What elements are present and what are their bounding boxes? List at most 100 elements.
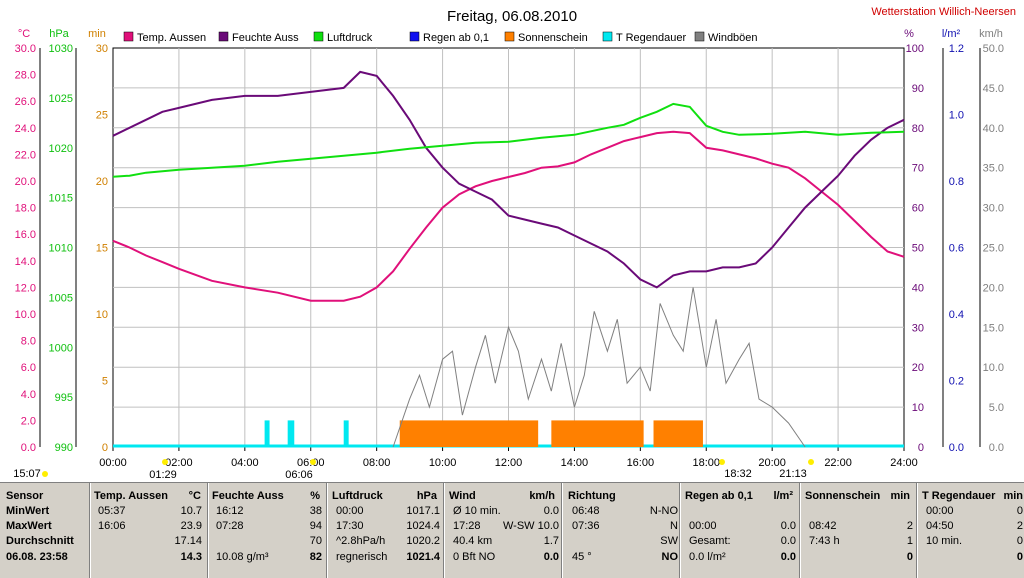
temp-series-line xyxy=(112,130,905,302)
sun-marker-icon xyxy=(42,471,48,477)
min-tick-label: 0 xyxy=(102,442,108,454)
table-cell: 0.0 xyxy=(543,505,559,517)
table-cell: 1024.4 xyxy=(406,520,440,532)
rain-tick-label: 0.4 xyxy=(949,309,964,321)
time-tick-label: 04:00 xyxy=(231,457,259,469)
temp-tick-label: 0.0 xyxy=(21,442,36,454)
table-cell: MinWert xyxy=(6,505,50,517)
wind-tick-label: 40.0 xyxy=(983,123,1004,135)
legend-swatch xyxy=(218,31,229,42)
temp-tick-label: 10.0 xyxy=(15,309,36,321)
rain-tick-label: 1.0 xyxy=(949,110,964,122)
min-tick-label: 10 xyxy=(96,309,108,321)
table-cell: min xyxy=(1003,490,1023,502)
hpa-tick-label: 1015 xyxy=(49,193,73,205)
table-cell: 45 ° xyxy=(572,551,592,563)
table-cell: regnerisch xyxy=(336,551,388,563)
humidity-series-line xyxy=(112,70,905,289)
table-cell: Durchschnitt xyxy=(6,535,74,547)
station-name: Wetterstation Willich-Neersen xyxy=(871,6,1016,18)
table-cell: 0.0 xyxy=(780,551,796,563)
table-cell: 07:36 xyxy=(572,520,600,532)
table-cell: Regen ab 0,1 xyxy=(685,490,753,502)
table-cell: 70 xyxy=(309,535,322,547)
table-cell: SW xyxy=(660,535,678,547)
legend-label: Temp. Aussen xyxy=(137,32,206,44)
rain-tick-label: 0.8 xyxy=(949,176,964,188)
time-tick-label: 16:00 xyxy=(627,457,655,469)
table-cell: Temp. Aussen xyxy=(94,490,168,502)
pct-tick-label: 60 xyxy=(912,203,924,215)
table-cell: 7:43 h xyxy=(809,535,840,547)
wind-tick-label: 35.0 xyxy=(983,163,1004,175)
table-cell: 08:42 xyxy=(809,520,837,532)
legend-swatch xyxy=(313,31,324,42)
table-cell: 38 xyxy=(309,505,322,517)
table-cell: 1 xyxy=(906,535,913,547)
temp-tick-label: 22.0 xyxy=(15,149,36,161)
hpa-tick-label: 1005 xyxy=(49,292,73,304)
unit-rain: l/m² xyxy=(942,28,961,40)
chart-title: Freitag, 06.08.2010 xyxy=(447,8,577,25)
legend-swatch xyxy=(123,31,134,42)
table-separator xyxy=(208,483,209,578)
sunshine-bar xyxy=(653,420,703,447)
table-cell: 16:06 xyxy=(98,520,126,532)
table-cell: Wind xyxy=(449,490,476,502)
temp-tick-label: 14.0 xyxy=(15,256,36,268)
table-cell: km/h xyxy=(529,490,555,502)
hpa-tick-label: 995 xyxy=(55,392,73,404)
time-tick-label: 14:00 xyxy=(561,457,589,469)
pressure-series-line xyxy=(112,102,905,178)
time-tick-label: 20:00 xyxy=(758,457,786,469)
table-cell: 40.4 km xyxy=(453,535,493,547)
table-cell: W-SW 10.0 xyxy=(502,520,559,532)
wind-tick-label: 50.0 xyxy=(983,43,1004,55)
table-cell: 0 xyxy=(1016,551,1023,563)
table-cell: l/m² xyxy=(773,490,793,502)
unit-temp: °C xyxy=(18,28,30,40)
temp-tick-label: 18.0 xyxy=(15,203,36,215)
table-cell: 00:00 xyxy=(689,520,717,532)
table-separator xyxy=(917,483,918,578)
min-tick-label: 20 xyxy=(96,176,108,188)
table-cell: min xyxy=(890,490,910,502)
rain-duration-bar xyxy=(343,420,349,447)
table-cell: 00:00 xyxy=(336,505,364,517)
sun-marker-icon xyxy=(808,459,814,465)
rain-tick-label: 0.2 xyxy=(949,376,964,388)
legend-label: Regen ab 0,1 xyxy=(423,32,489,44)
hpa-tick-label: 1030 xyxy=(49,43,73,55)
sunshine-bar xyxy=(551,420,644,447)
pct-tick-label: 10 xyxy=(912,402,924,414)
unit-hpa: hPa xyxy=(49,28,69,40)
rain-duration-bar xyxy=(264,420,270,447)
rain-tick-label: 0.0 xyxy=(949,442,964,454)
pct-tick-label: 40 xyxy=(912,282,924,294)
table-cell: Ø 10 min. xyxy=(453,505,501,517)
sun-mark-label: 21:13 xyxy=(779,468,807,480)
legend-label: Sonnenschein xyxy=(518,32,588,44)
table-cell: 1020.2 xyxy=(406,535,440,547)
unit-min: min xyxy=(88,28,106,40)
hpa-tick-label: 1020 xyxy=(49,143,73,155)
table-separator xyxy=(327,483,328,578)
time-tick-label: 10:00 xyxy=(429,457,457,469)
sun-marker-icon xyxy=(719,459,725,465)
statistics-table: Sensor Temp. Aussen °C Feuchte Auss% Luftdru… xyxy=(0,482,1024,578)
table-cell: 94 xyxy=(309,520,322,532)
chart-area: Freitag, 06.08.2010 Wetterstation Willich… xyxy=(13,6,1016,481)
table-cell: 05:37 xyxy=(98,505,126,517)
table-cell: 00:00 xyxy=(926,505,954,517)
temp-tick-label: 24.0 xyxy=(15,123,36,135)
unit-wind: km/h xyxy=(979,28,1003,40)
table-cell: 07:28 xyxy=(216,520,244,532)
time-tick-label: 12:00 xyxy=(495,457,523,469)
table-separator xyxy=(916,483,917,578)
table-cell: 2 xyxy=(906,520,913,532)
table-separator xyxy=(326,483,327,578)
legend-swatch xyxy=(504,31,515,42)
table-cell: Feuchte Auss xyxy=(212,490,284,502)
table-separator xyxy=(89,483,90,578)
table-cell: 1.7 xyxy=(543,535,559,547)
